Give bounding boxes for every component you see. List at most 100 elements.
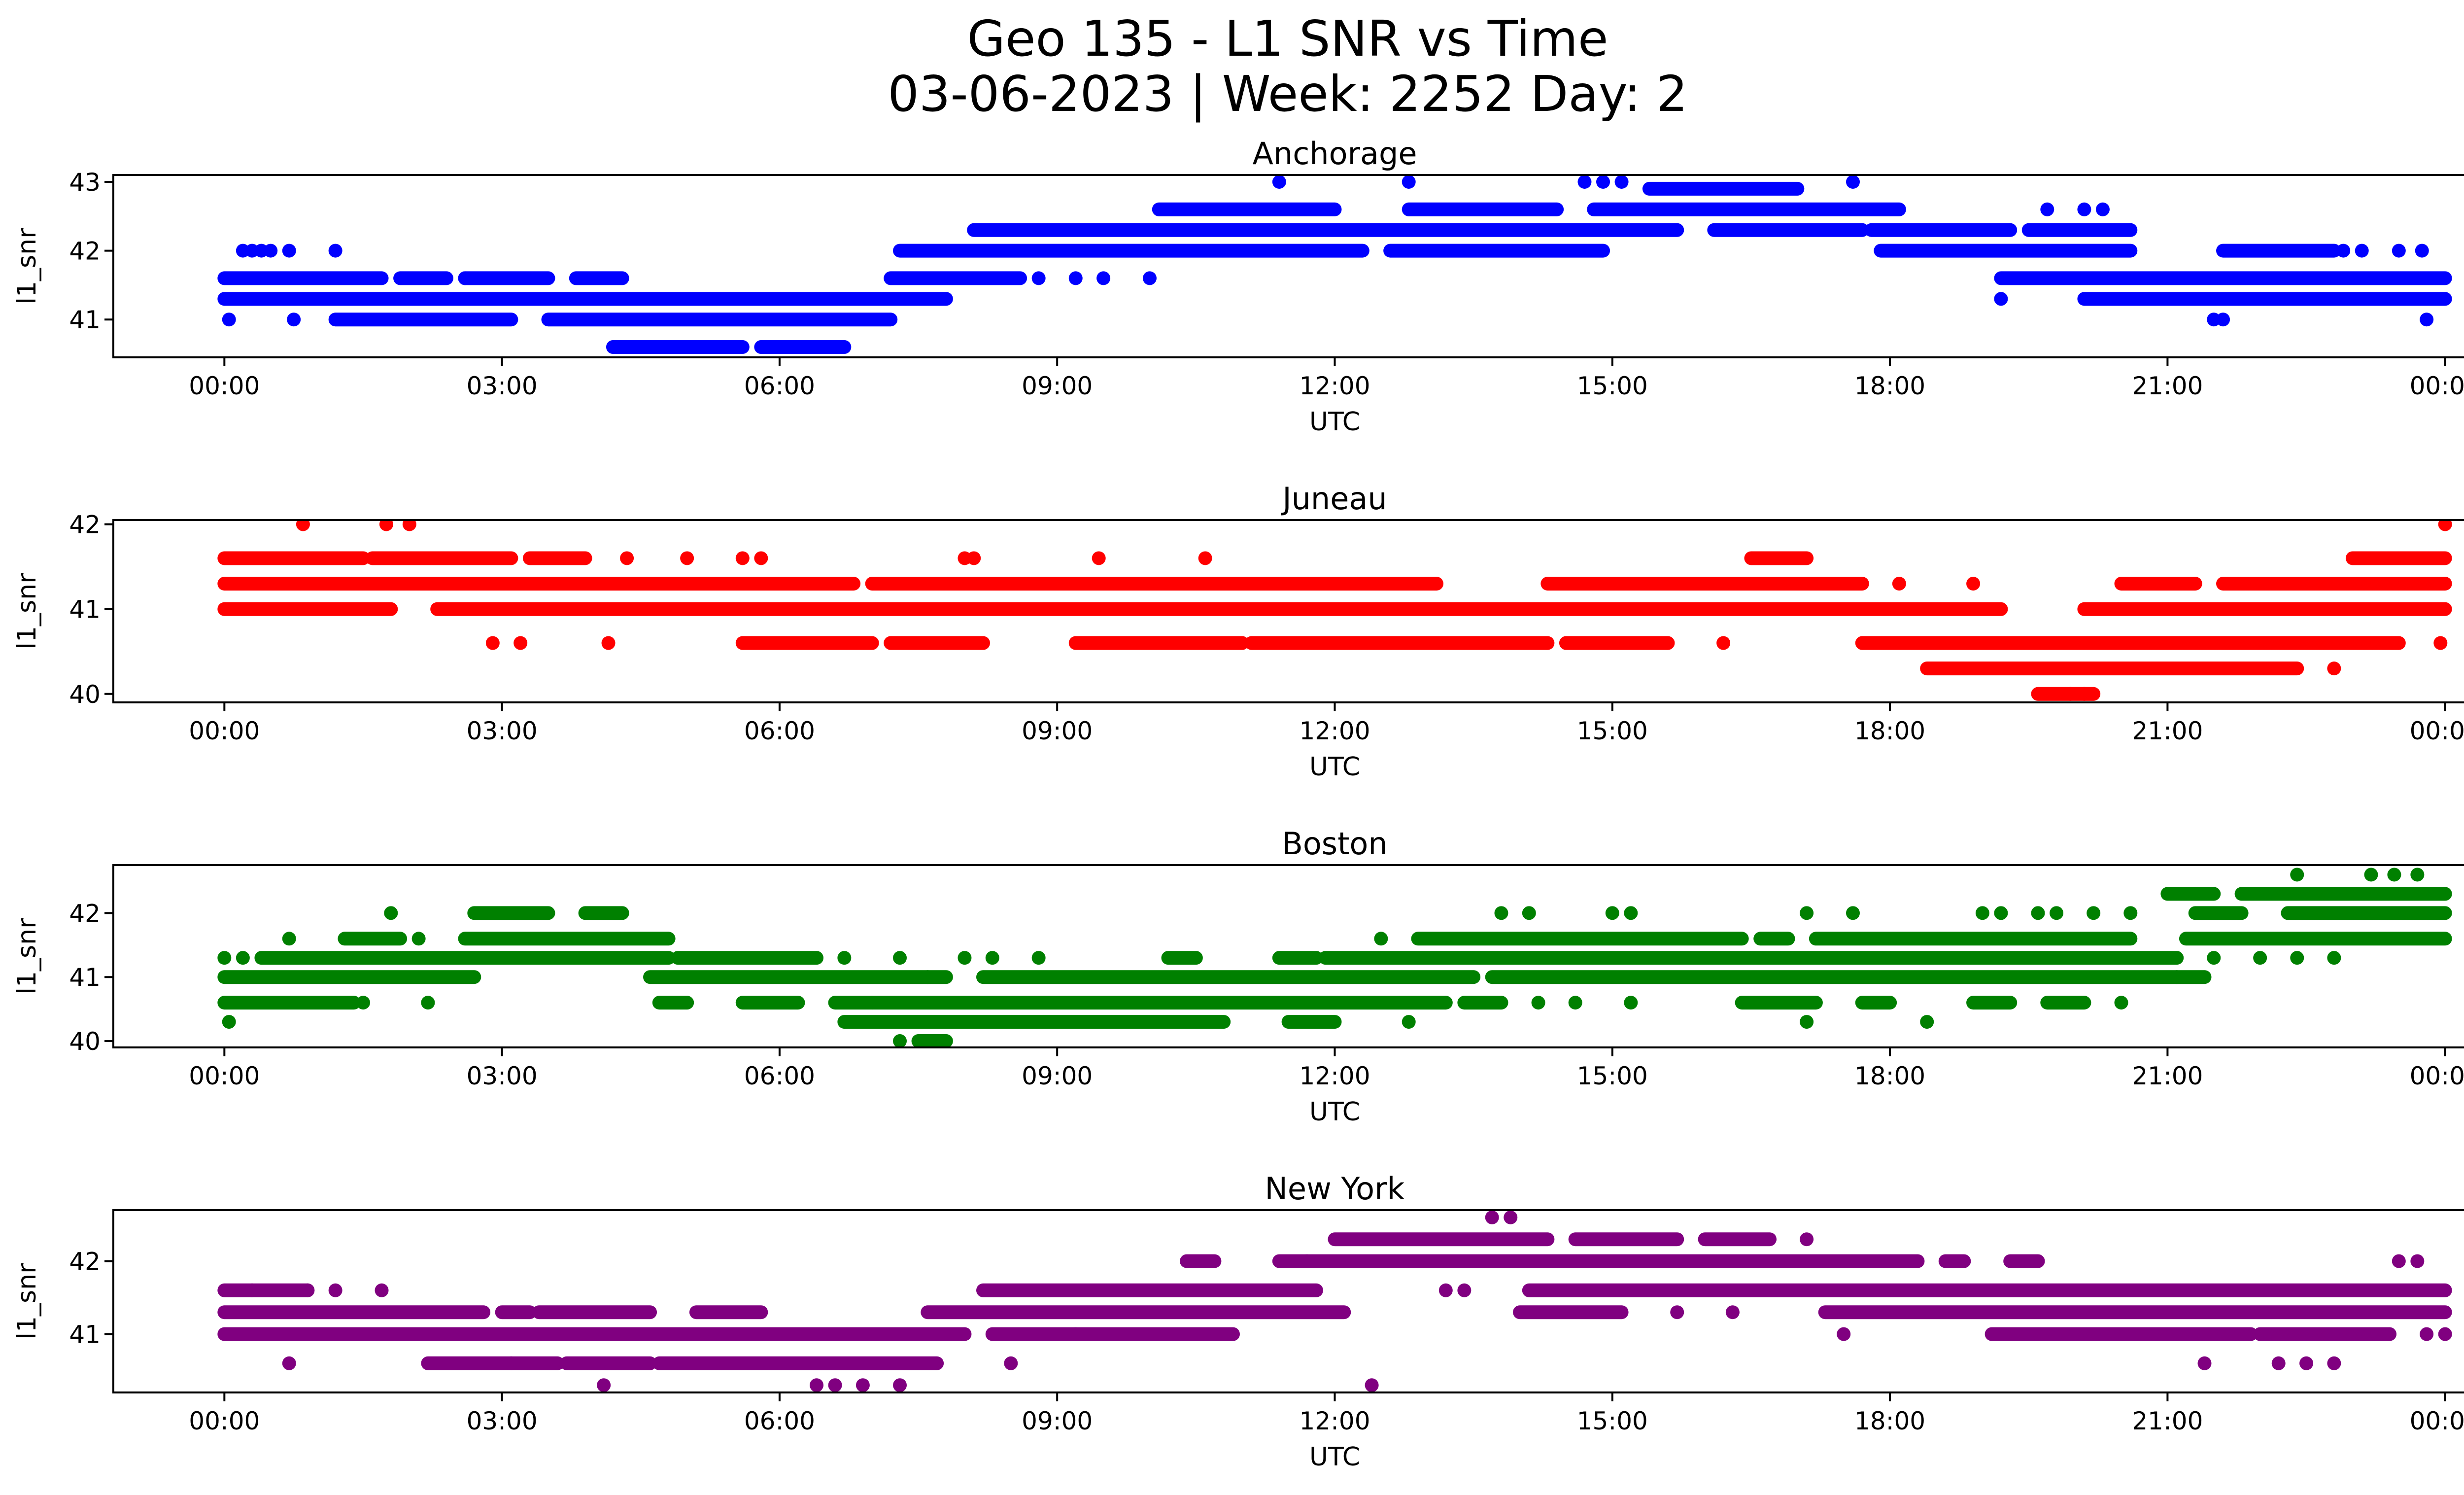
- data-point-run: [2003, 1254, 2045, 1268]
- data-point: [2170, 970, 2184, 984]
- data-point: [2420, 1327, 2434, 1341]
- data-point-run: [1985, 1327, 2258, 1341]
- data-point-run: [393, 271, 453, 285]
- data-point: [1272, 175, 1286, 189]
- x-axis: 00:00 03:00 06:00 09:00 12:00 15:00 18:00 21:00…: [189, 357, 2464, 437]
- data-point: [2392, 243, 2406, 258]
- data-point: [1966, 577, 1981, 591]
- data-point-run: [1642, 181, 1805, 196]
- data-point: [282, 243, 296, 258]
- data-point-run: [2077, 292, 2452, 306]
- data-point-run: [338, 932, 408, 946]
- data-point-run: [1152, 202, 1342, 216]
- data-point-run: [2114, 577, 2202, 591]
- data-point: [597, 1378, 611, 1392]
- data-point-run: [217, 551, 370, 565]
- data-point: [1457, 1283, 1472, 1297]
- data-point-run: [837, 1015, 1231, 1029]
- data-point-run: [1587, 202, 1906, 216]
- data-point: [236, 951, 250, 965]
- x-tick-label: 12:00: [1299, 1062, 1370, 1090]
- data-point-run: [967, 223, 1684, 237]
- data-point: [958, 951, 972, 965]
- x-tick-label: 03:00: [467, 1062, 538, 1090]
- data-point-run: [578, 906, 629, 920]
- data-point-run: [911, 1034, 953, 1047]
- data-point: [1068, 1327, 1083, 1341]
- data-point: [2415, 243, 2429, 258]
- data-point: [643, 340, 657, 354]
- x-tick-label: 12:00: [1299, 717, 1370, 745]
- data-point: [2123, 906, 2138, 920]
- data-point: [2355, 243, 2369, 258]
- x-tick-label: 18:00: [1854, 372, 1925, 400]
- data-point: [2290, 951, 2304, 965]
- x-tick-label: 00:00: [189, 1062, 260, 1090]
- data-point: [296, 520, 310, 531]
- data-point-run: [2077, 602, 2452, 616]
- data-point-run: [643, 970, 953, 984]
- data-point-run: [2253, 1327, 2397, 1341]
- data-point: [1531, 996, 1545, 1010]
- data-point-run: [217, 970, 481, 984]
- figure-title-line-1: Geo 135 - L1 SNR vs Time: [967, 10, 1608, 68]
- data-point-run: [217, 1283, 315, 1297]
- data-point: [1670, 1305, 1684, 1320]
- data-point-run: [884, 271, 1027, 285]
- data-point-run: [2188, 906, 2249, 920]
- x-tick-label: 18:00: [1854, 717, 1925, 745]
- data-point-run: [865, 577, 1444, 591]
- y-tick-label: 41: [69, 595, 101, 624]
- data-points: [217, 175, 2452, 354]
- data-point: [2438, 1327, 2452, 1341]
- data-point-run: [1744, 551, 1814, 565]
- data-point: [379, 520, 393, 531]
- data-point-run: [1864, 223, 2018, 237]
- data-point: [1725, 1305, 1740, 1320]
- data-point: [411, 932, 426, 946]
- data-point-run: [1855, 636, 2406, 650]
- data-point: [1096, 271, 1111, 285]
- x-tick-label: 15:00: [1577, 717, 1648, 745]
- data-point-run: [430, 602, 2008, 616]
- data-point-run: [1068, 636, 1249, 650]
- data-point-run: [735, 636, 879, 650]
- data-point: [735, 551, 750, 565]
- data-point-run: [2216, 577, 2452, 591]
- y-tick-label: 42: [69, 1248, 101, 1276]
- data-point: [856, 1378, 870, 1392]
- x-tick-label: 21:00: [2132, 372, 2203, 400]
- data-point: [893, 951, 907, 965]
- data-point-run: [2281, 906, 2452, 920]
- x-axis-label: UTC: [1309, 407, 1360, 437]
- y-axis-label: l1_snr: [12, 1263, 42, 1340]
- data-point-run: [606, 340, 750, 354]
- data-point: [504, 1356, 518, 1370]
- data-point-run: [217, 577, 861, 591]
- data-point-run: [522, 551, 592, 565]
- x-tick-label: 15:00: [1577, 1407, 1648, 1435]
- data-point: [2114, 996, 2128, 1010]
- data-point: [2420, 313, 2434, 327]
- data-point-run: [893, 243, 1369, 258]
- data-point: [384, 906, 398, 920]
- data-point: [601, 636, 616, 650]
- data-point: [2410, 1254, 2425, 1268]
- data-point: [1837, 1327, 1851, 1341]
- data-point-run: [1874, 243, 2138, 258]
- data-point-run: [2040, 996, 2091, 1010]
- data-point: [301, 1283, 315, 1297]
- data-point: [264, 243, 278, 258]
- data-point-run: [458, 932, 676, 946]
- x-tick-label: 00:00: [189, 717, 260, 745]
- data-point: [2392, 551, 2406, 565]
- x-tick-label: 00:00: [2410, 1062, 2464, 1090]
- data-point-run: [217, 292, 953, 306]
- x-tick-label: 00:00: [189, 1407, 260, 1435]
- data-point: [328, 243, 342, 258]
- data-point-run: [1540, 577, 1869, 591]
- data-point: [1624, 906, 1638, 920]
- data-point: [1605, 906, 1619, 920]
- data-point: [2216, 313, 2230, 327]
